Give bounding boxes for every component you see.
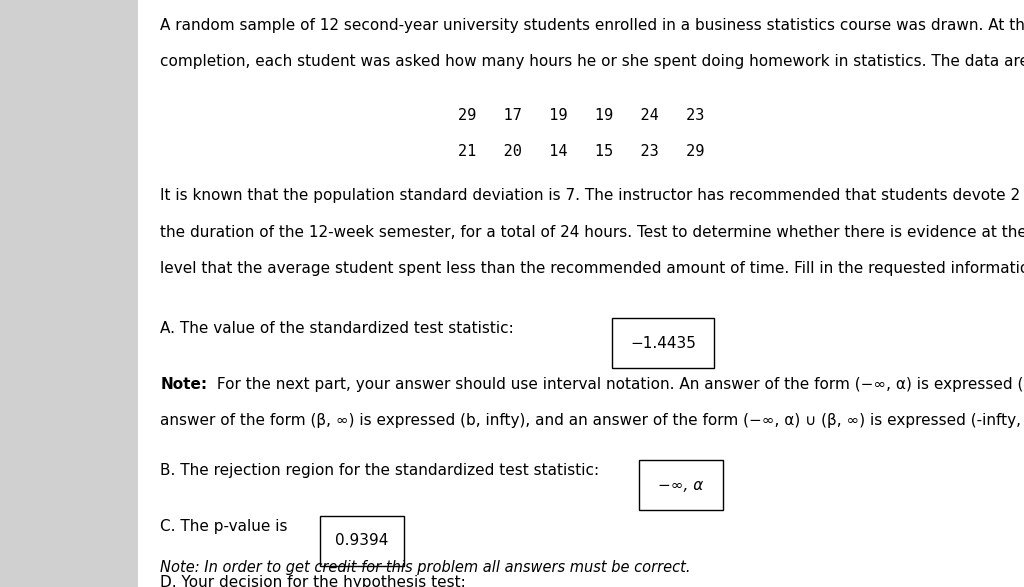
Text: answer of the form (β, ∞) is expressed (b, infty), and an answer of the form (−∞: answer of the form (β, ∞) is expressed (…	[161, 413, 1024, 429]
Text: 0.9394: 0.9394	[335, 534, 388, 548]
Text: C. The p-value is: C. The p-value is	[161, 519, 288, 534]
FancyBboxPatch shape	[319, 516, 403, 566]
Text: −1.4435: −1.4435	[630, 336, 696, 350]
FancyBboxPatch shape	[639, 460, 723, 510]
Text: Note:: Note:	[161, 377, 208, 392]
Text: level that the average student spent less than the recommended amount of time. F: level that the average student spent les…	[161, 261, 1024, 276]
Text: the duration of the 12-week semester, for a total of 24 hours. Test to determine: the duration of the 12-week semester, fo…	[161, 225, 1024, 240]
Text: 21   20   14   15   23   29: 21 20 14 15 23 29	[458, 144, 705, 160]
Text: completion, each student was asked how many hours he or she spent doing homework: completion, each student was asked how m…	[161, 54, 1024, 69]
Text: D. Your decision for the hypothesis test:: D. Your decision for the hypothesis test…	[161, 575, 466, 587]
Text: It is known that the population standard deviation is 7. The instructor has reco: It is known that the population standard…	[161, 188, 1024, 204]
FancyBboxPatch shape	[612, 318, 714, 368]
Text: B. The rejection region for the standardized test statistic:: B. The rejection region for the standard…	[161, 463, 599, 478]
Text: A random sample of 12 second-year university students enrolled in a business sta: A random sample of 12 second-year univer…	[161, 18, 1024, 33]
Text: A. The value of the standardized test statistic:: A. The value of the standardized test st…	[161, 321, 514, 336]
Text: −∞, α: −∞, α	[658, 478, 703, 492]
Text: For the next part, your answer should use interval notation. An answer of the fo: For the next part, your answer should us…	[212, 377, 1024, 392]
Text: 29   17   19   19   24   23: 29 17 19 19 24 23	[458, 108, 705, 123]
Text: Note: In order to get credit for this problem all answers must be correct.: Note: In order to get credit for this pr…	[161, 560, 691, 575]
